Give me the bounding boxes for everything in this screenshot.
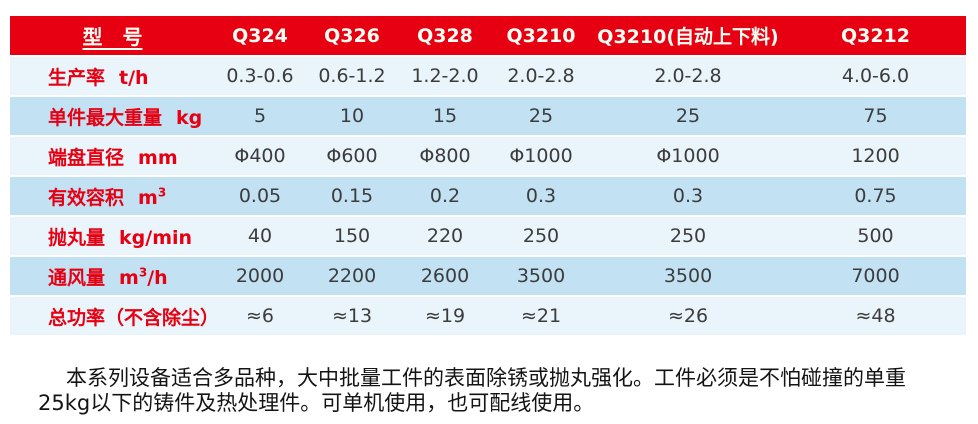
value-cell: 0.3-0.6 xyxy=(226,65,294,87)
value-cell: 0.2 xyxy=(429,185,461,207)
value-cell: ≈6 xyxy=(245,305,274,327)
row-label: 抛丸量 kg/min xyxy=(10,223,215,250)
spec-table: 型 号 Q324 Q326 Q328 Q3210 Q3210(自动上下料) Q3… xyxy=(10,16,966,335)
header-cell-model: 型 号 xyxy=(82,25,143,49)
value-cell: 10 xyxy=(339,105,365,127)
row-unit: m3 xyxy=(138,185,167,209)
table-row-production-rate: 生产率 t/h 0.3-0.6 0.6-1.2 1.2-2.0 2.0-2.8 2… xyxy=(10,57,966,95)
row-label-text: 抛丸量 xyxy=(48,226,106,249)
value-cell: Φ1000 xyxy=(509,145,573,167)
value-cell: 500 xyxy=(857,225,894,247)
value-cell: 150 xyxy=(333,225,371,247)
value-cell: 40 xyxy=(247,225,273,247)
value-cell: 15 xyxy=(432,105,458,127)
row-label-text: 生产率 xyxy=(48,66,106,89)
table-row-total-power: 总功率（不含除尘） ≈6 ≈13 ≈19 ≈21 ≈26 ≈48 xyxy=(10,297,966,335)
row-label: 单件最大重量 kg xyxy=(10,103,215,130)
value-cell: 1.2-2.0 xyxy=(411,65,479,87)
value-cell: 2.0-2.8 xyxy=(507,65,575,87)
value-cell: 25 xyxy=(675,105,701,127)
value-cell: 2000 xyxy=(235,265,285,287)
value-cell: 2600 xyxy=(420,265,470,287)
unit-text: mm xyxy=(138,146,178,169)
value-cell: 7000 xyxy=(851,265,900,287)
value-cell: 250 xyxy=(669,225,707,247)
row-label: 端盘直径 mm xyxy=(10,143,215,170)
row-label: 生产率 t/h xyxy=(10,63,215,90)
value-cell: 4.0-6.0 xyxy=(841,65,910,87)
value-cell: 2.0-2.8 xyxy=(654,65,722,87)
value-cell: 250 xyxy=(522,225,560,247)
description-line-2: 25kg以下的铸件及热处理件。可单机使用，也可配线使用。 xyxy=(38,391,595,415)
value-cell: 1200 xyxy=(851,145,900,167)
value-cell: ≈21 xyxy=(520,305,562,327)
value-cell: 25 xyxy=(528,105,554,127)
row-label: 总功率（不含除尘） xyxy=(10,303,219,330)
value-cell: Φ1000 xyxy=(656,145,720,167)
value-cell: 0.3 xyxy=(525,185,557,207)
value-cell: ≈19 xyxy=(424,305,466,327)
value-cell: 3500 xyxy=(663,265,713,287)
table-header-row: 型 号 Q324 Q326 Q328 Q3210 Q3210(自动上下料) Q3… xyxy=(10,16,966,55)
table-row-shot-flow: 抛丸量 kg/min 40 150 220 250 250 500 xyxy=(10,217,966,255)
value-cell: ≈48 xyxy=(855,305,896,327)
table-row-max-piece-weight: 单件最大重量 kg 5 10 15 25 25 75 xyxy=(10,97,966,135)
value-cell: 220 xyxy=(426,225,464,247)
row-unit: t/h xyxy=(119,67,149,89)
header-cell-q3210-auto: Q3210(自动上下料) xyxy=(597,26,779,48)
row-unit: kg/min xyxy=(119,227,192,249)
row-unit: m3/h xyxy=(119,265,168,289)
header-cell-q326: Q326 xyxy=(324,24,380,47)
row-unit: kg xyxy=(176,107,202,129)
row-unit: mm xyxy=(138,147,178,169)
row-label-text: 有效容积 xyxy=(48,186,125,209)
unit-sup: 3 xyxy=(138,265,148,280)
value-cell: 0.05 xyxy=(238,185,282,207)
row-label-text: 总功率（不含除尘） xyxy=(48,306,220,329)
table-row-effective-volume: 有效容积 m3 0.05 0.15 0.2 0.3 0.3 0.75 xyxy=(10,177,966,215)
row-label-text: 单件最大重量 xyxy=(48,106,163,129)
unit-sup: 3 xyxy=(157,185,167,200)
value-cell: 0.6-1.2 xyxy=(318,65,386,87)
row-label-text: 端盘直径 xyxy=(48,146,125,169)
unit-text: m xyxy=(138,186,158,209)
header-cell-q3212: Q3212 xyxy=(840,24,911,47)
unit-text: kg/min xyxy=(119,226,193,249)
unit-post: /h xyxy=(147,266,168,289)
header-cell-q3210: Q3210 xyxy=(506,24,576,47)
value-cell: 3500 xyxy=(516,265,566,287)
unit-text: kg xyxy=(176,106,203,129)
value-cell: ≈26 xyxy=(667,305,709,327)
value-cell: 75 xyxy=(863,105,888,127)
value-cell: Φ600 xyxy=(326,145,378,167)
header-cell-q328: Q328 xyxy=(417,24,473,47)
unit-text: t/h xyxy=(119,66,149,89)
value-cell: 5 xyxy=(253,105,267,127)
unit-text: m xyxy=(119,266,139,289)
value-cell: 0.3 xyxy=(672,185,704,207)
table-row-ventilation: 通风量 m3/h 2000 2200 2600 3500 3500 7000 xyxy=(10,257,966,295)
value-cell: 0.15 xyxy=(330,185,374,207)
value-cell: Φ400 xyxy=(234,145,286,167)
row-label: 通风量 m3/h xyxy=(10,263,215,290)
description-paragraph: 本系列设备适合多品种，大中批量工件的表面除锈或抛丸强化。工件必须是不怕碰撞的单重… xyxy=(38,366,950,416)
value-cell: Φ800 xyxy=(419,145,471,167)
value-cell: 2200 xyxy=(327,265,377,287)
value-cell: ≈13 xyxy=(331,305,373,327)
table-row-disc-diameter: 端盘直径 mm Φ400 Φ600 Φ800 Φ1000 Φ1000 1200 xyxy=(10,137,966,175)
header-cell-q324: Q324 xyxy=(232,24,288,47)
value-cell: 0.75 xyxy=(854,185,897,207)
row-label-text: 通风量 xyxy=(48,266,106,289)
description-line-1: 本系列设备适合多品种，大中批量工件的表面除锈或抛丸强化。工件必须是不怕碰撞的单重 xyxy=(66,366,906,390)
row-label: 有效容积 m3 xyxy=(10,183,215,210)
